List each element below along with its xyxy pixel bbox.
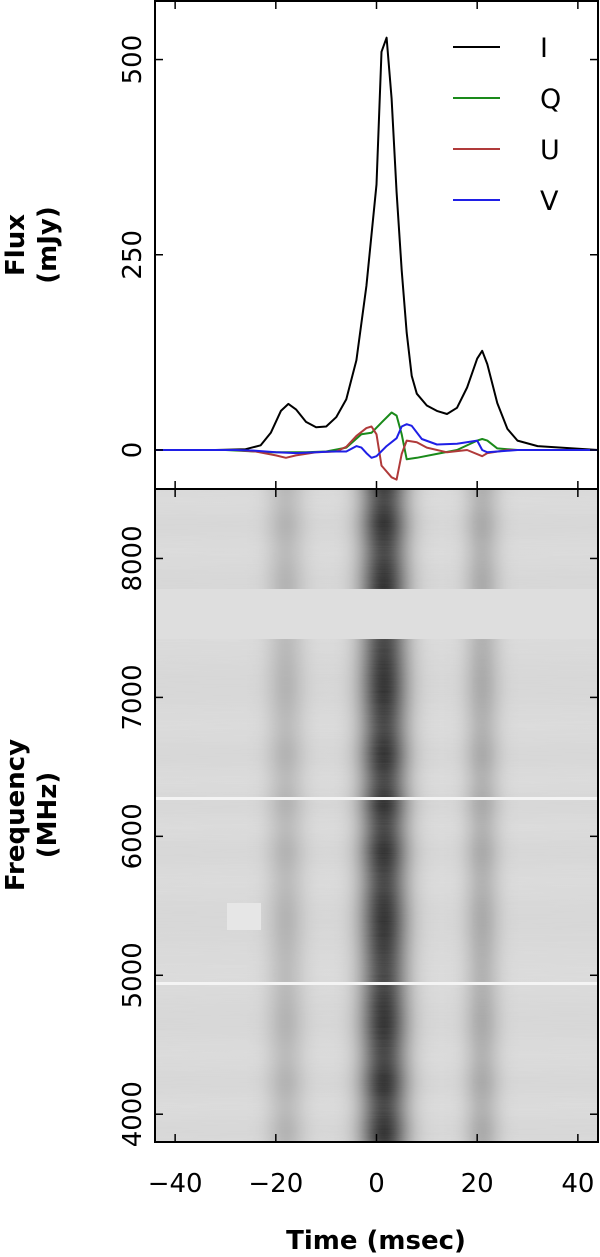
frequency-tick-label-7000: 7000 (118, 664, 148, 730)
spectrum-noise (155, 489, 598, 1142)
legend-label-i: I (540, 33, 548, 64)
time-axis-label: Time (msec) (286, 1226, 466, 1256)
series-line-i (155, 36, 598, 451)
legend-label-q: Q (540, 84, 561, 115)
legend-label-u: U (540, 135, 560, 166)
flux-axis-label-line2: (mJy) (33, 206, 63, 283)
rfi-line-6000 (155, 797, 598, 800)
frequency-axis-label-line1: Frequency (1, 739, 31, 891)
flux-panel-frame (154, 0, 599, 490)
legend-label-v: V (540, 186, 559, 217)
time-tick-label--20: −20 (248, 1169, 303, 1199)
frequency-tick-label-6000: 6000 (118, 803, 148, 869)
frequency-axis-label-line2: (MHz) (33, 772, 63, 859)
time-tick-label-20: 20 (461, 1169, 494, 1199)
time-tick-label--40: −40 (148, 1169, 203, 1199)
time-tick-label-0: 0 (368, 1169, 385, 1199)
frequency-tick-label-5000: 5000 (118, 942, 148, 1008)
frequency-tick-label-8000: 8000 (118, 525, 148, 591)
rfi-patch (227, 903, 261, 930)
flux-tick-label-250: 250 (118, 230, 148, 280)
frequency-tick-label-4000: 4000 (118, 1081, 148, 1147)
time-tick-label-40: 40 (561, 1169, 594, 1199)
flux-tick-label-0: 0 (118, 442, 148, 459)
flux-tick-label-500: 500 (118, 35, 148, 85)
masked-frequency-band (155, 589, 598, 639)
flux-axis-label-line1: Flux (1, 214, 31, 276)
rfi-line-4950 (155, 982, 598, 985)
dynamic-spectrum-panel: 4000 5000 6000 7000 8000 −40 −20 0 20 40 (118, 488, 599, 1199)
series-line-v (155, 423, 598, 459)
series-line-u (155, 425, 598, 481)
